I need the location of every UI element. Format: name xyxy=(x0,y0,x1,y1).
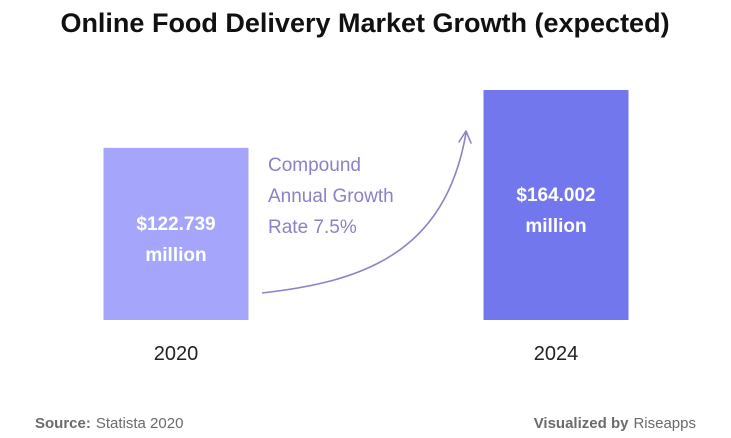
source-text: Source: Statista 2020 xyxy=(35,415,183,432)
annotation-line-1: Compound xyxy=(268,155,361,176)
source-value: Statista 2020 xyxy=(96,415,184,432)
bar-value-label-2020-1: $122.739 xyxy=(136,214,215,235)
visualized-by-text: Visualized by Riseapps xyxy=(534,415,696,432)
bar-value-label-2024-1: $164.002 xyxy=(516,185,595,206)
growth-arrow xyxy=(261,132,467,294)
bar-2020 xyxy=(103,147,249,320)
annotation-line-3: Rate 7.5% xyxy=(268,217,357,238)
annotation-line-2: Annual Growth xyxy=(268,186,394,207)
growth-arrow-head xyxy=(458,130,472,144)
visualized-by-value: Riseapps xyxy=(633,415,696,432)
bar-value-label-2024-2: million xyxy=(525,216,586,237)
category-labels-group: 2020 2024 xyxy=(154,343,579,365)
chart-title: Online Food Delivery Market Growth (expe… xyxy=(60,8,669,38)
bars-group xyxy=(103,90,629,320)
category-label-2020: 2020 xyxy=(154,343,199,365)
growth-rate-annotation: Compound Annual Growth Rate 7.5% xyxy=(268,155,394,238)
category-label-2024: 2024 xyxy=(534,343,579,365)
source-label: Source: xyxy=(35,415,91,432)
bar-value-label-2020-2: million xyxy=(145,245,206,266)
bar-labels-group: $122.739 million $164.002 million xyxy=(136,185,595,266)
visualized-by-label: Visualized by xyxy=(534,415,629,432)
bar-2024 xyxy=(483,90,629,320)
